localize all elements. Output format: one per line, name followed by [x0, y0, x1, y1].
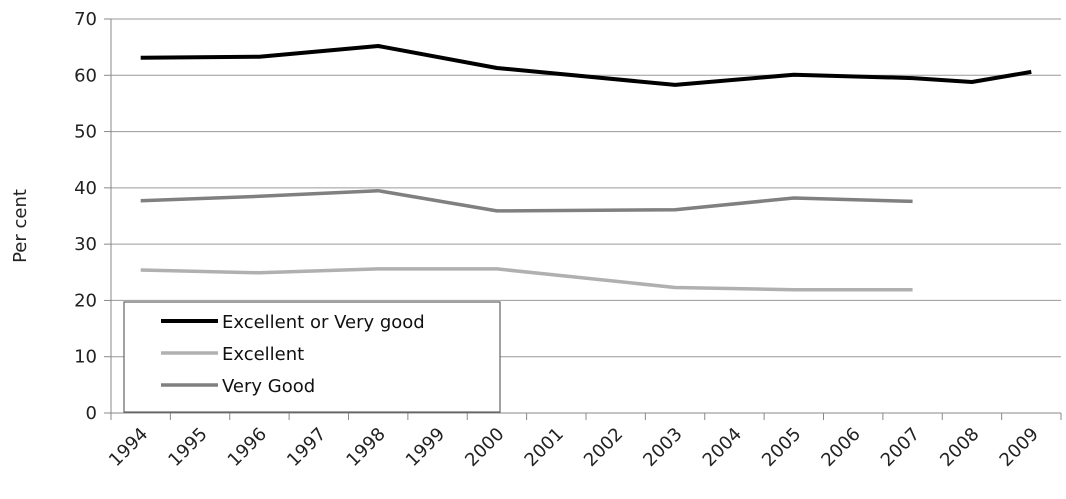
x-tick-label: 1998 — [342, 424, 389, 471]
x-tick-label: 2009 — [996, 424, 1043, 471]
y-tick-label: 10 — [74, 347, 97, 368]
x-tick-label: 2002 — [580, 424, 627, 471]
legend-label: Very Good — [222, 376, 315, 397]
x-tick-label: 2001 — [521, 424, 568, 471]
y-tick-label: 40 — [74, 178, 97, 199]
x-tick-label: 2003 — [639, 424, 686, 471]
x-tick-label: 1994 — [105, 424, 152, 471]
x-tick-label: 1997 — [283, 424, 330, 471]
series-lines — [140, 44, 1032, 292]
y-tick-label: 0 — [86, 403, 97, 424]
series-line-2 — [140, 267, 913, 292]
y-tick-label: 20 — [74, 290, 97, 311]
x-tick-label: 1996 — [224, 424, 271, 471]
y-tick-labels: 0 10 20 30 40 50 60 70 — [74, 9, 97, 424]
legend: Excellent or Very good Excellent Very Good — [123, 301, 501, 413]
y-tick-label: 70 — [74, 9, 97, 30]
legend-box — [123, 301, 501, 413]
x-tick-label: 1999 — [402, 424, 449, 471]
series-line-3 — [140, 188, 913, 213]
y-tick-label: 50 — [74, 122, 97, 143]
series-line-1 — [140, 44, 1032, 87]
x-tick-label: 1995 — [164, 424, 211, 471]
x-tick-label: 2007 — [877, 424, 924, 471]
y-axis-title: Per cent — [10, 189, 31, 263]
y-tick-label: 30 — [74, 234, 97, 255]
x-tick-label: 2006 — [817, 424, 864, 471]
x-tick-label: 2005 — [758, 424, 805, 471]
legend-label: Excellent — [222, 344, 304, 365]
axes — [104, 18, 1062, 420]
y-tick-label: 60 — [74, 65, 97, 86]
x-tick-label: 2004 — [699, 424, 746, 471]
legend-label: Excellent or Very good — [222, 312, 425, 333]
x-tick-label: 2000 — [461, 424, 508, 471]
x-tick-label: 2008 — [936, 424, 983, 471]
x-tick-labels: 1994 1995 1996 1997 1998 1999 2000 2001 2002 2003… — [105, 424, 1043, 471]
